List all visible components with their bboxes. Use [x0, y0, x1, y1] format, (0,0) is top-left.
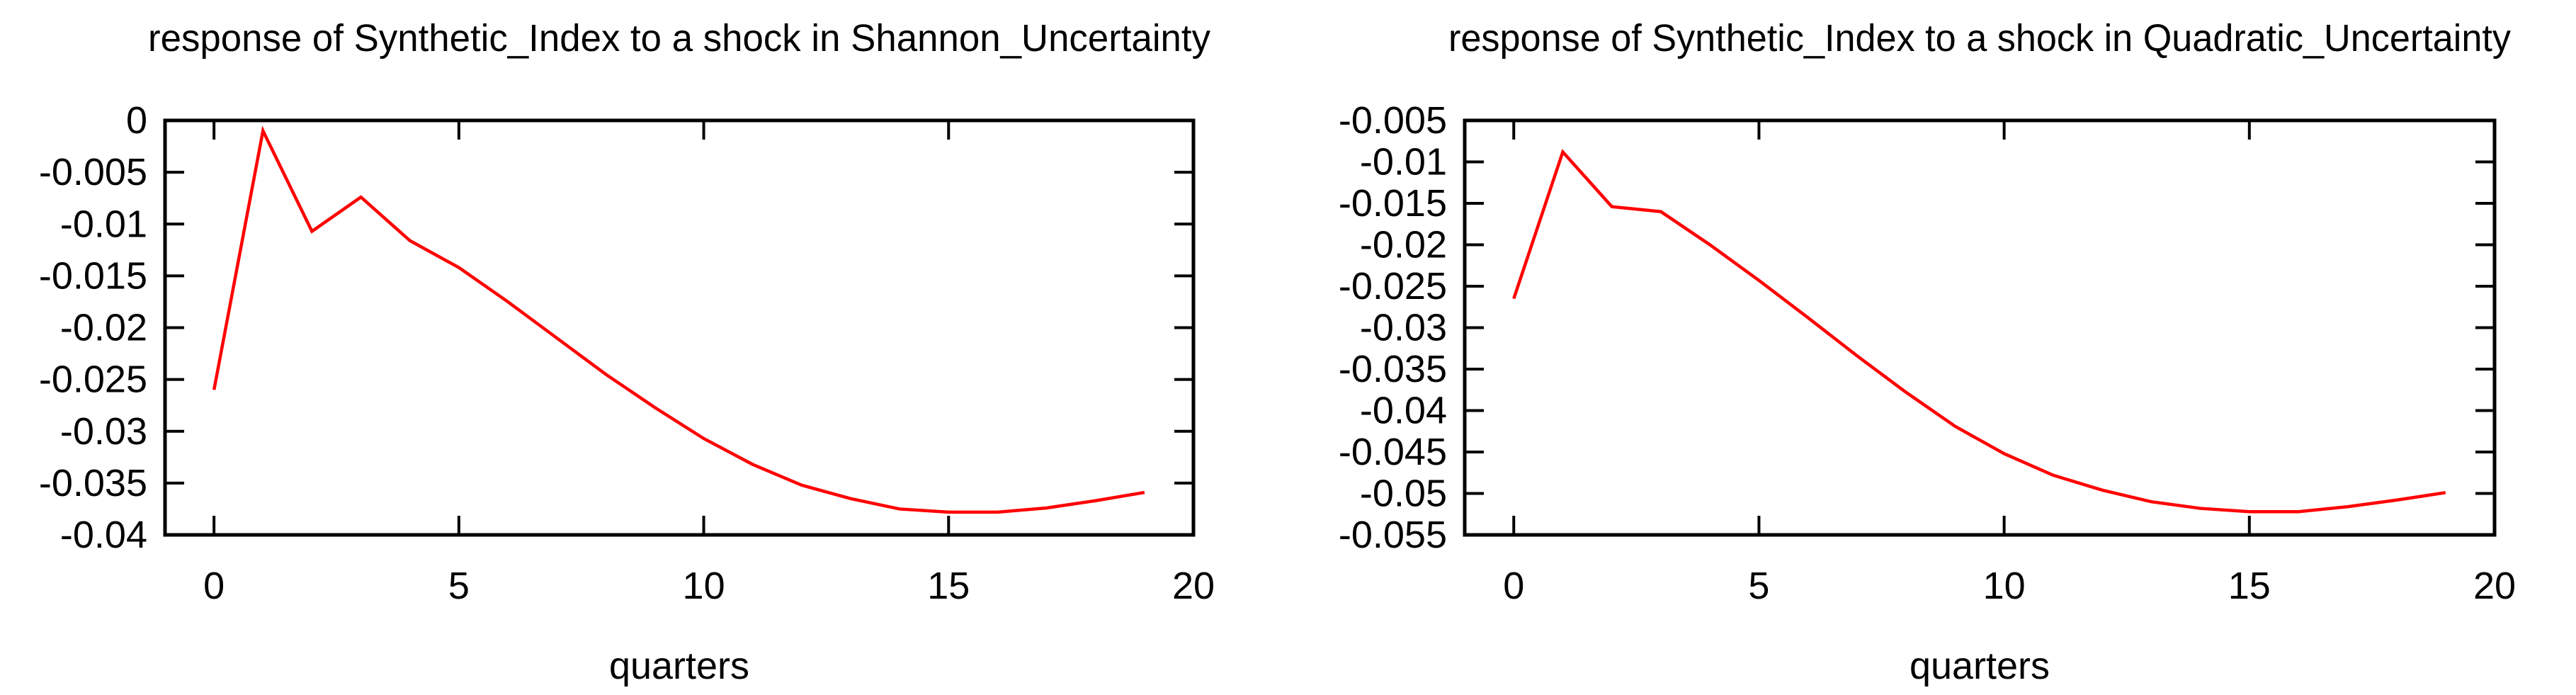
y-tick-label: -0.055: [1339, 514, 1447, 556]
x-tick-label: 10: [683, 565, 725, 607]
x-tick-label: 0: [1503, 565, 1524, 607]
x-axis-label: quarters: [1910, 645, 2050, 687]
chart-title: response of Synthetic_Index to a shock i…: [1448, 17, 2511, 60]
y-tick-label: -0.035: [1339, 348, 1447, 390]
y-tick-label: -0.025: [1339, 265, 1447, 307]
x-tick-label: 5: [448, 565, 470, 607]
y-tick-label: -0.04: [1360, 390, 1447, 432]
axis-ticks: [1465, 119, 2496, 536]
chart-quadratic-uncertainty: -0.005-0.01-0.015-0.02-0.025-0.03-0.035-…: [1339, 17, 2516, 687]
x-tick-label: 20: [1172, 565, 1215, 607]
y-tick-labels: -0.005-0.01-0.015-0.02-0.025-0.03-0.035-…: [1339, 99, 1447, 556]
x-tick-label: 15: [2228, 565, 2271, 607]
y-tick-label: -0.045: [1339, 431, 1447, 473]
series-line: [1512, 149, 2446, 514]
axis-ticks: [165, 119, 1195, 536]
y-tick-label: -0.02: [1360, 224, 1447, 266]
x-tick-label: 0: [203, 565, 225, 607]
x-tick-label: 15: [927, 565, 970, 607]
y-tick-labels: 0 -0.005 -0.01 -0.015 -0.02 -0.025 -0.03 -0.035…: [39, 99, 147, 556]
x-axis-label: quarters: [609, 645, 749, 687]
y-tick-label: -0.015: [1339, 182, 1447, 225]
y-tick-label: -0.03: [1360, 307, 1447, 349]
y-tick-label: -0.03: [60, 410, 147, 453]
y-tick-label: 0: [126, 99, 147, 142]
y-tick-label: -0.025: [39, 358, 147, 401]
x-tick-label: 5: [1748, 565, 1769, 607]
x-tick-labels: 0 5 10 15 20: [203, 565, 1215, 607]
x-tick-label: 20: [2473, 565, 2516, 607]
y-tick-label: -0.04: [60, 514, 147, 556]
x-tick-label: 10: [1983, 565, 2026, 607]
y-tick-label: -0.035: [39, 462, 147, 504]
chart-shannon-uncertainty: 0 -0.005 -0.01 -0.015 -0.02 -0.025 -0.03 -0.035…: [39, 17, 1215, 687]
y-tick-label: -0.015: [39, 254, 147, 297]
y-tick-label: -0.005: [1339, 99, 1447, 142]
y-tick-label: -0.05: [1360, 473, 1447, 515]
y-tick-label: -0.005: [39, 151, 147, 193]
x-tick-labels: 0 5 10 15 20: [1503, 565, 2516, 607]
y-tick-label: -0.02: [60, 307, 147, 349]
chart-title: response of Synthetic_Index to a shock i…: [148, 17, 1210, 60]
y-tick-label: -0.01: [1360, 141, 1447, 183]
plot-border: [163, 118, 1196, 537]
plot-border: [1463, 118, 2497, 537]
series-line: [212, 125, 1145, 514]
y-tick-label: -0.01: [60, 203, 147, 245]
